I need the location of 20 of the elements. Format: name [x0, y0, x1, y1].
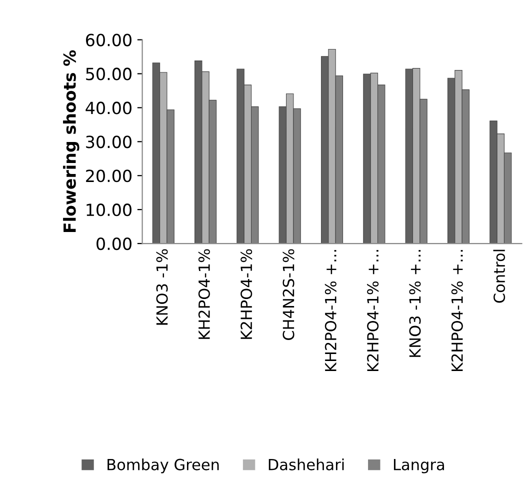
x-tick-label: KNO3 -1% [156, 249, 168, 325]
y-tick-label: 0.00 [96, 237, 132, 250]
x-tick-label: Control [493, 250, 506, 303]
y-tick-label: 50.00 [86, 68, 132, 80]
y-tick-label: 40.00 [86, 102, 132, 114]
y-tick-label: 30.00 [86, 136, 132, 148]
x-tick-label: CH4N2S-1% [282, 249, 294, 340]
x-tick-label: K2HPO4-1% +... [451, 250, 463, 372]
legend-label: Dashehari [268, 458, 344, 470]
x-tick-label: KNO3 -1% +... [409, 250, 421, 357]
y-tick-label: 60.00 [86, 34, 132, 46]
y-tick-label: 10.00 [86, 204, 132, 216]
y-axis-title: Flowering shoots % [63, 50, 80, 232]
y-tick-label: 20.00 [86, 170, 132, 182]
x-tick-label: K2HPO4-1% [240, 249, 252, 339]
x-tick-label: KH2PO4-1% +... [324, 250, 336, 372]
x-tick-label: KH2PO4-1% [198, 249, 210, 339]
legend-label: Langra [394, 458, 444, 474]
legend-label: Bombay Green [108, 458, 219, 474]
x-tick-label: K2HPO4-1% +... [367, 250, 379, 372]
